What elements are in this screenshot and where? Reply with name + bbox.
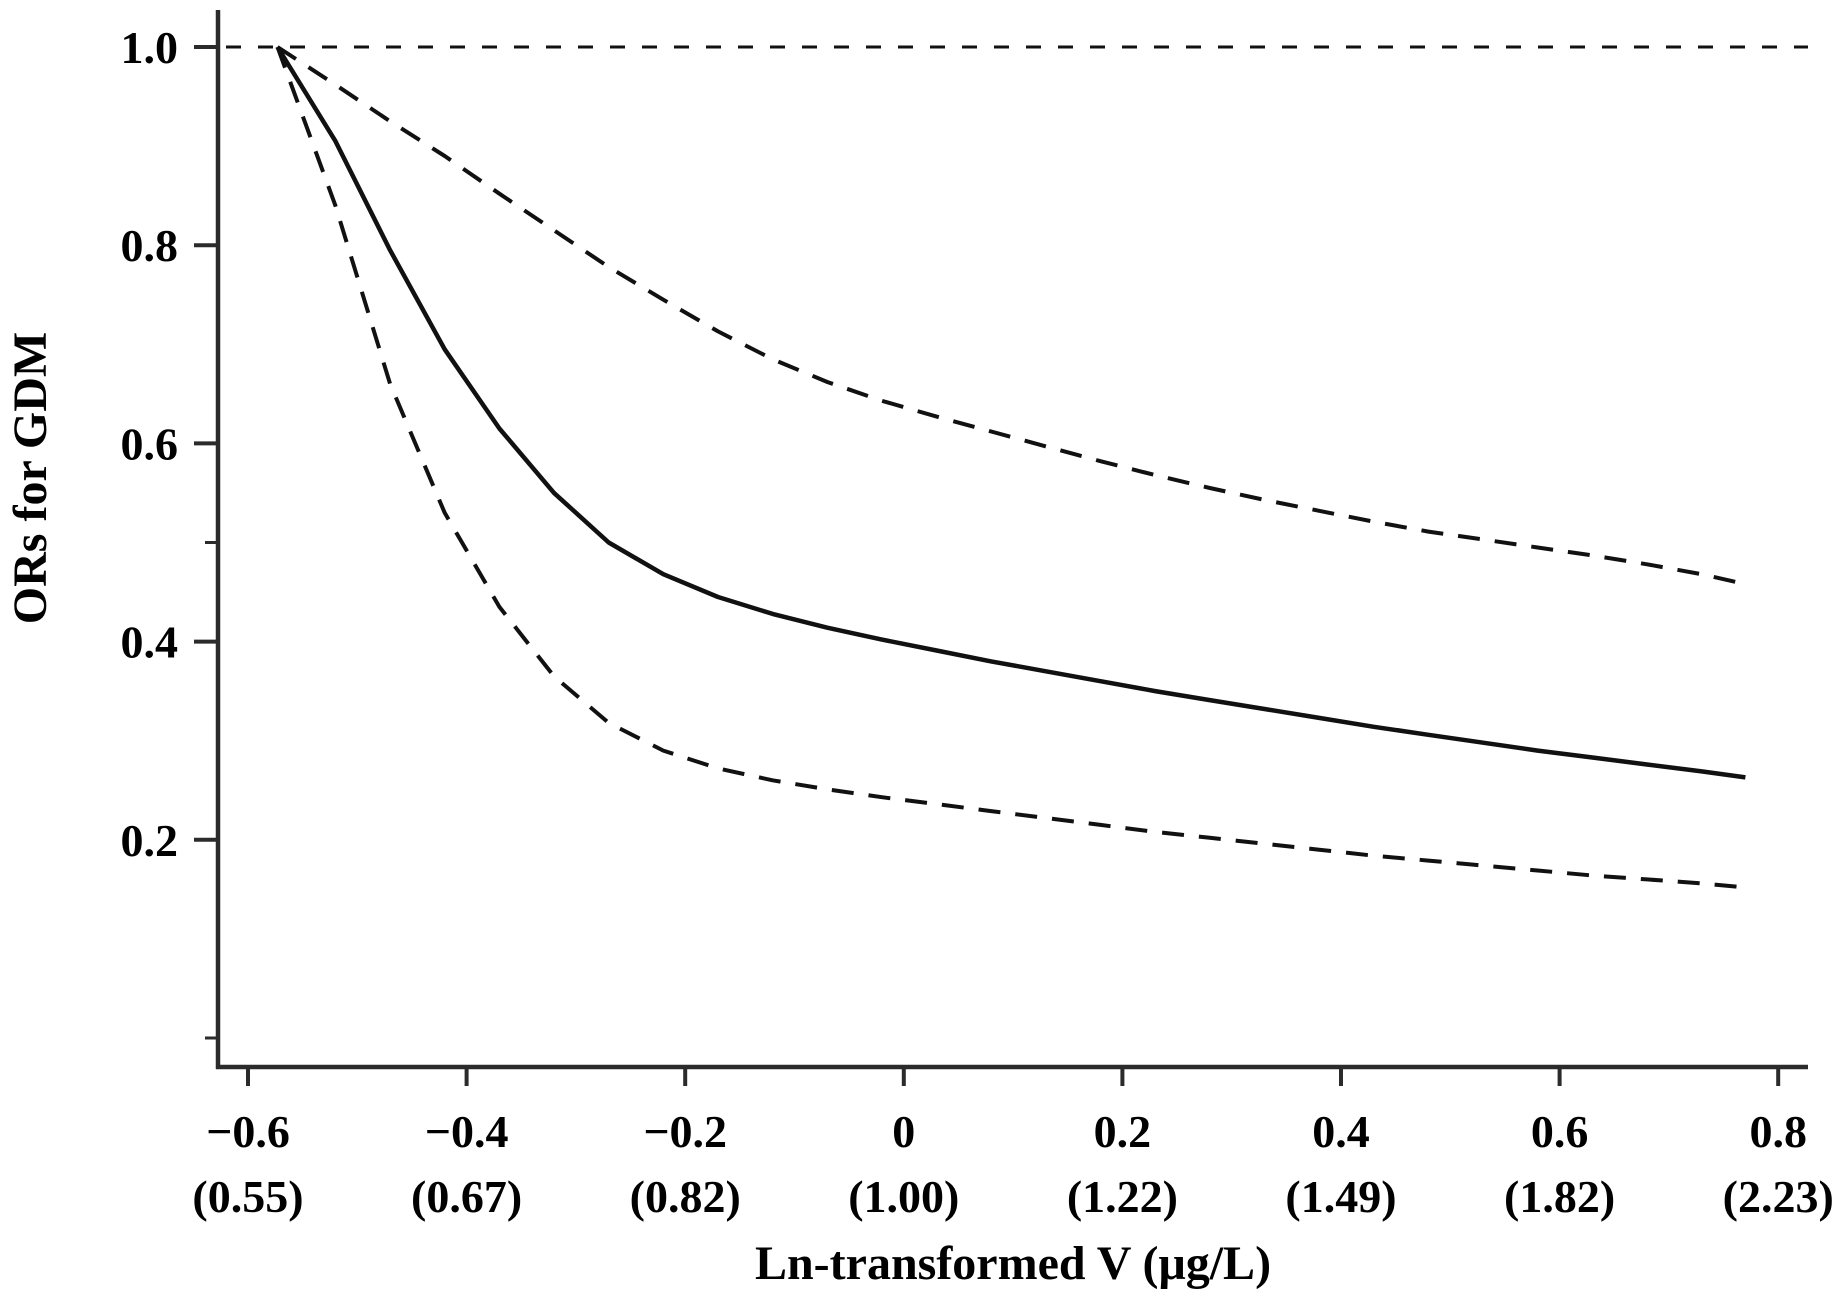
y-tick-label: 1.0: [121, 22, 179, 73]
y-tick-label: 0.6: [121, 418, 179, 469]
x-tick-label: −0.6: [206, 1106, 290, 1157]
x-axis-title: Ln-transformed V (μg/L): [755, 1237, 1271, 1290]
x-tick-sublabel: (1.22): [1067, 1171, 1178, 1222]
x-tick-sublabel: (1.82): [1504, 1171, 1615, 1222]
y-tick-label: 0.4: [121, 617, 179, 668]
series-or-estimate: [275, 45, 1746, 780]
x-tick-label: 0.8: [1749, 1106, 1807, 1157]
x-tick-sublabel: (2.23): [1723, 1171, 1834, 1222]
x-tick-sublabel: (1.49): [1285, 1171, 1396, 1222]
x-tick-label: 0.6: [1531, 1106, 1589, 1157]
x-tick-sublabel: (0.55): [192, 1171, 303, 1222]
x-tick-label: 0.2: [1094, 1106, 1152, 1157]
x-tick-sublabel: (1.00): [848, 1171, 959, 1222]
y-tick-label: 0.2: [121, 815, 179, 866]
x-tick-label: −0.2: [643, 1106, 727, 1157]
x-tick-sublabel: (0.82): [630, 1171, 741, 1222]
y-tick-label: 0.8: [121, 220, 179, 271]
series-ci-upper: [276, 45, 1746, 587]
x-tick-sublabel: (0.67): [411, 1171, 522, 1222]
x-tick-label: 0.4: [1312, 1106, 1370, 1157]
x-tick-label: −0.4: [425, 1106, 509, 1157]
series-ci-lower: [275, 46, 1746, 890]
y-axis-title: ORs for GDM: [4, 332, 57, 624]
x-tick-label: 0: [892, 1106, 915, 1157]
